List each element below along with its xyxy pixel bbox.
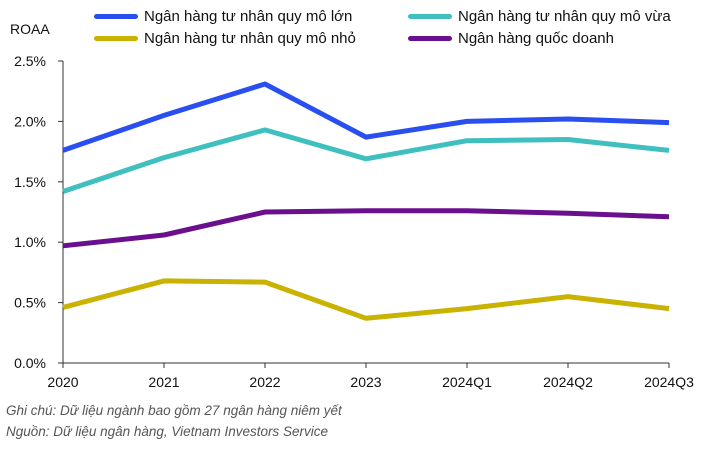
legend-item-series-2: Ngân hàng tư nhân quy mô vừa <box>408 8 671 25</box>
y-tick-label: 1.5% <box>14 174 46 190</box>
legend-swatch-series-4 <box>408 36 452 41</box>
x-tick-label: 2024Q1 <box>442 374 492 390</box>
y-tick-label: 1.0% <box>14 234 46 250</box>
x-tick-label: 2024Q2 <box>543 374 593 390</box>
x-tick-label: 2024Q3 <box>644 374 694 390</box>
chart-source: Nguồn: Dữ liệu ngân hàng, Vietnam Invest… <box>6 424 328 439</box>
chart-note: Ghi chú: Dữ liệu ngành bao gồm 27 ngân h… <box>6 403 342 418</box>
line-chart: 0.0% 0.5% 1.0% 1.5% 2.0% 2.5% 2020 2021 2022 2023… <box>10 21 694 390</box>
series-line-4 <box>62 208 670 249</box>
legend-label-series-1: Ngân hàng tư nhân quy mô lớn <box>144 8 353 25</box>
legend-swatch-series-2 <box>408 14 452 19</box>
x-tick-label: 2021 <box>148 374 179 390</box>
x-tick-label: 2022 <box>249 374 280 390</box>
series-line-1 <box>62 81 670 153</box>
chart-axes: 0.0% 0.5% 1.0% 1.5% 2.0% 2.5% 2020 2021 2022 2023… <box>14 53 694 390</box>
y-tick-label: 0.0% <box>14 355 46 371</box>
y-tick-label: 2.0% <box>14 113 46 129</box>
x-tick-label: 2020 <box>47 374 78 390</box>
legend-label-series-3: Ngân hàng tư nhân quy mô nhỏ <box>144 30 356 47</box>
legend-label-series-2: Ngân hàng tư nhân quy mô vừa <box>458 8 671 25</box>
legend-item-series-1: Ngân hàng tư nhân quy mô lớn <box>94 8 352 25</box>
legend-swatch-series-1 <box>94 14 138 19</box>
legend-item-series-3: Ngân hàng tư nhân quy mô nhỏ <box>94 30 356 47</box>
y-tick-label: 2.5% <box>14 53 46 69</box>
legend-swatch-series-3 <box>94 36 138 41</box>
y-axis-label: ROAA <box>10 21 50 37</box>
y-tick-label: 0.5% <box>14 295 46 311</box>
series-line-2 <box>62 127 670 194</box>
legend-label-series-4: Ngân hàng quốc doanh <box>458 30 614 47</box>
chart-lines <box>62 81 670 321</box>
x-tick-label: 2023 <box>350 374 381 390</box>
legend-item-series-4: Ngân hàng quốc doanh <box>408 30 614 47</box>
series-line-3 <box>62 278 670 321</box>
